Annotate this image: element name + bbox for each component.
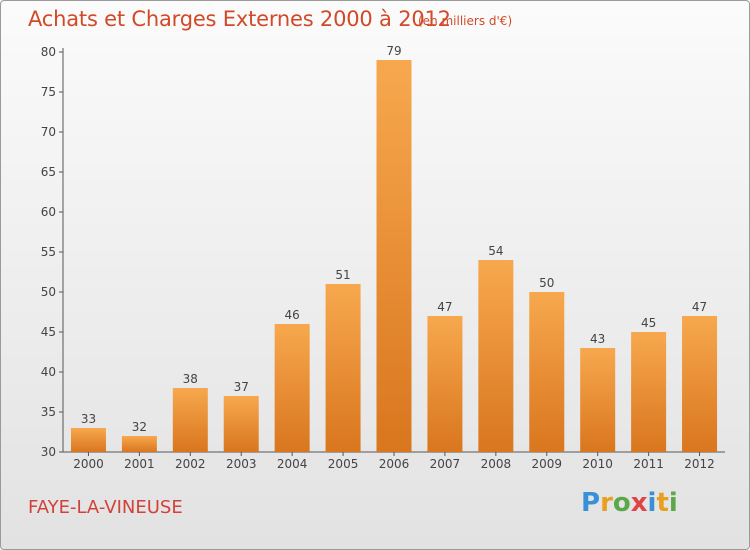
bar xyxy=(70,428,106,452)
data-label: 47 xyxy=(437,300,452,314)
x-tick-label: 2008 xyxy=(481,457,512,471)
x-tick-label: 2005 xyxy=(328,457,359,471)
bars-group: 33 32 38 37 46 51 79 47 54 50 43 45 47 xyxy=(70,44,718,452)
logo-letter: i xyxy=(647,488,657,518)
logo-letter: i xyxy=(668,488,678,518)
y-tick-label: 75 xyxy=(41,85,56,99)
bar xyxy=(478,260,514,452)
bar xyxy=(274,324,310,452)
x-tick-label: 2001 xyxy=(124,457,155,471)
x-axis: 2000 2001 2002 2003 2004 2005 2006 2007 2008 2009… xyxy=(63,451,725,471)
y-tick-label: 70 xyxy=(41,125,56,139)
bar xyxy=(376,60,412,452)
logo-letter: t xyxy=(656,488,669,518)
data-label: 50 xyxy=(539,276,554,290)
bar xyxy=(325,284,361,452)
data-label: 32 xyxy=(132,420,147,434)
data-label: 46 xyxy=(285,308,300,322)
x-tick-label: 2012 xyxy=(684,457,715,471)
data-label: 45 xyxy=(641,316,656,330)
logo-letter: P xyxy=(581,488,601,518)
y-tick-label: 60 xyxy=(41,205,56,219)
logo-letter: o xyxy=(612,488,631,518)
data-label: 43 xyxy=(590,332,605,346)
y-tick-label: 40 xyxy=(41,365,56,379)
y-tick-label: 30 xyxy=(41,445,56,459)
bar xyxy=(121,436,157,452)
bar xyxy=(580,348,616,452)
y-axis: 30 35 40 45 50 55 60 65 70 75 80 xyxy=(41,45,64,459)
x-tick-label: 2003 xyxy=(226,457,257,471)
logo-letter: r xyxy=(600,488,613,518)
bar xyxy=(529,292,565,452)
x-tick-label: 2010 xyxy=(582,457,613,471)
chart-subtitle: (en milliers d'€) xyxy=(418,14,513,28)
chart-title: Achats et Charges Externes 2000 à 2012 xyxy=(28,7,451,31)
x-tick-label: 2004 xyxy=(277,457,308,471)
y-tick-label: 35 xyxy=(41,405,56,419)
data-label: 79 xyxy=(386,44,401,58)
data-label: 38 xyxy=(183,372,198,386)
y-tick-label: 45 xyxy=(41,325,56,339)
place-name: FAYE-LA-VINEUSE xyxy=(28,497,183,518)
data-label: 51 xyxy=(335,268,350,282)
x-tick-label: 2000 xyxy=(73,457,104,471)
y-tick-label: 80 xyxy=(41,45,56,59)
data-label: 54 xyxy=(488,244,503,258)
logo-letter: x xyxy=(630,488,648,518)
bar xyxy=(631,332,667,452)
proxiti-logo: Proxiti xyxy=(581,488,678,518)
bar xyxy=(223,396,259,452)
y-tick-label: 50 xyxy=(41,285,56,299)
data-label: 47 xyxy=(692,300,707,314)
bar xyxy=(682,316,718,452)
x-tick-label: 2009 xyxy=(531,457,562,471)
x-tick-label: 2006 xyxy=(379,457,410,471)
y-tick-label: 55 xyxy=(41,245,56,259)
x-tick-label: 2007 xyxy=(430,457,461,471)
bar xyxy=(172,388,208,452)
bar xyxy=(427,316,463,452)
x-tick-label: 2011 xyxy=(633,457,664,471)
x-tick-label: 2002 xyxy=(175,457,206,471)
y-tick-label: 65 xyxy=(41,165,56,179)
data-label: 33 xyxy=(81,412,96,426)
data-label: 37 xyxy=(234,380,249,394)
